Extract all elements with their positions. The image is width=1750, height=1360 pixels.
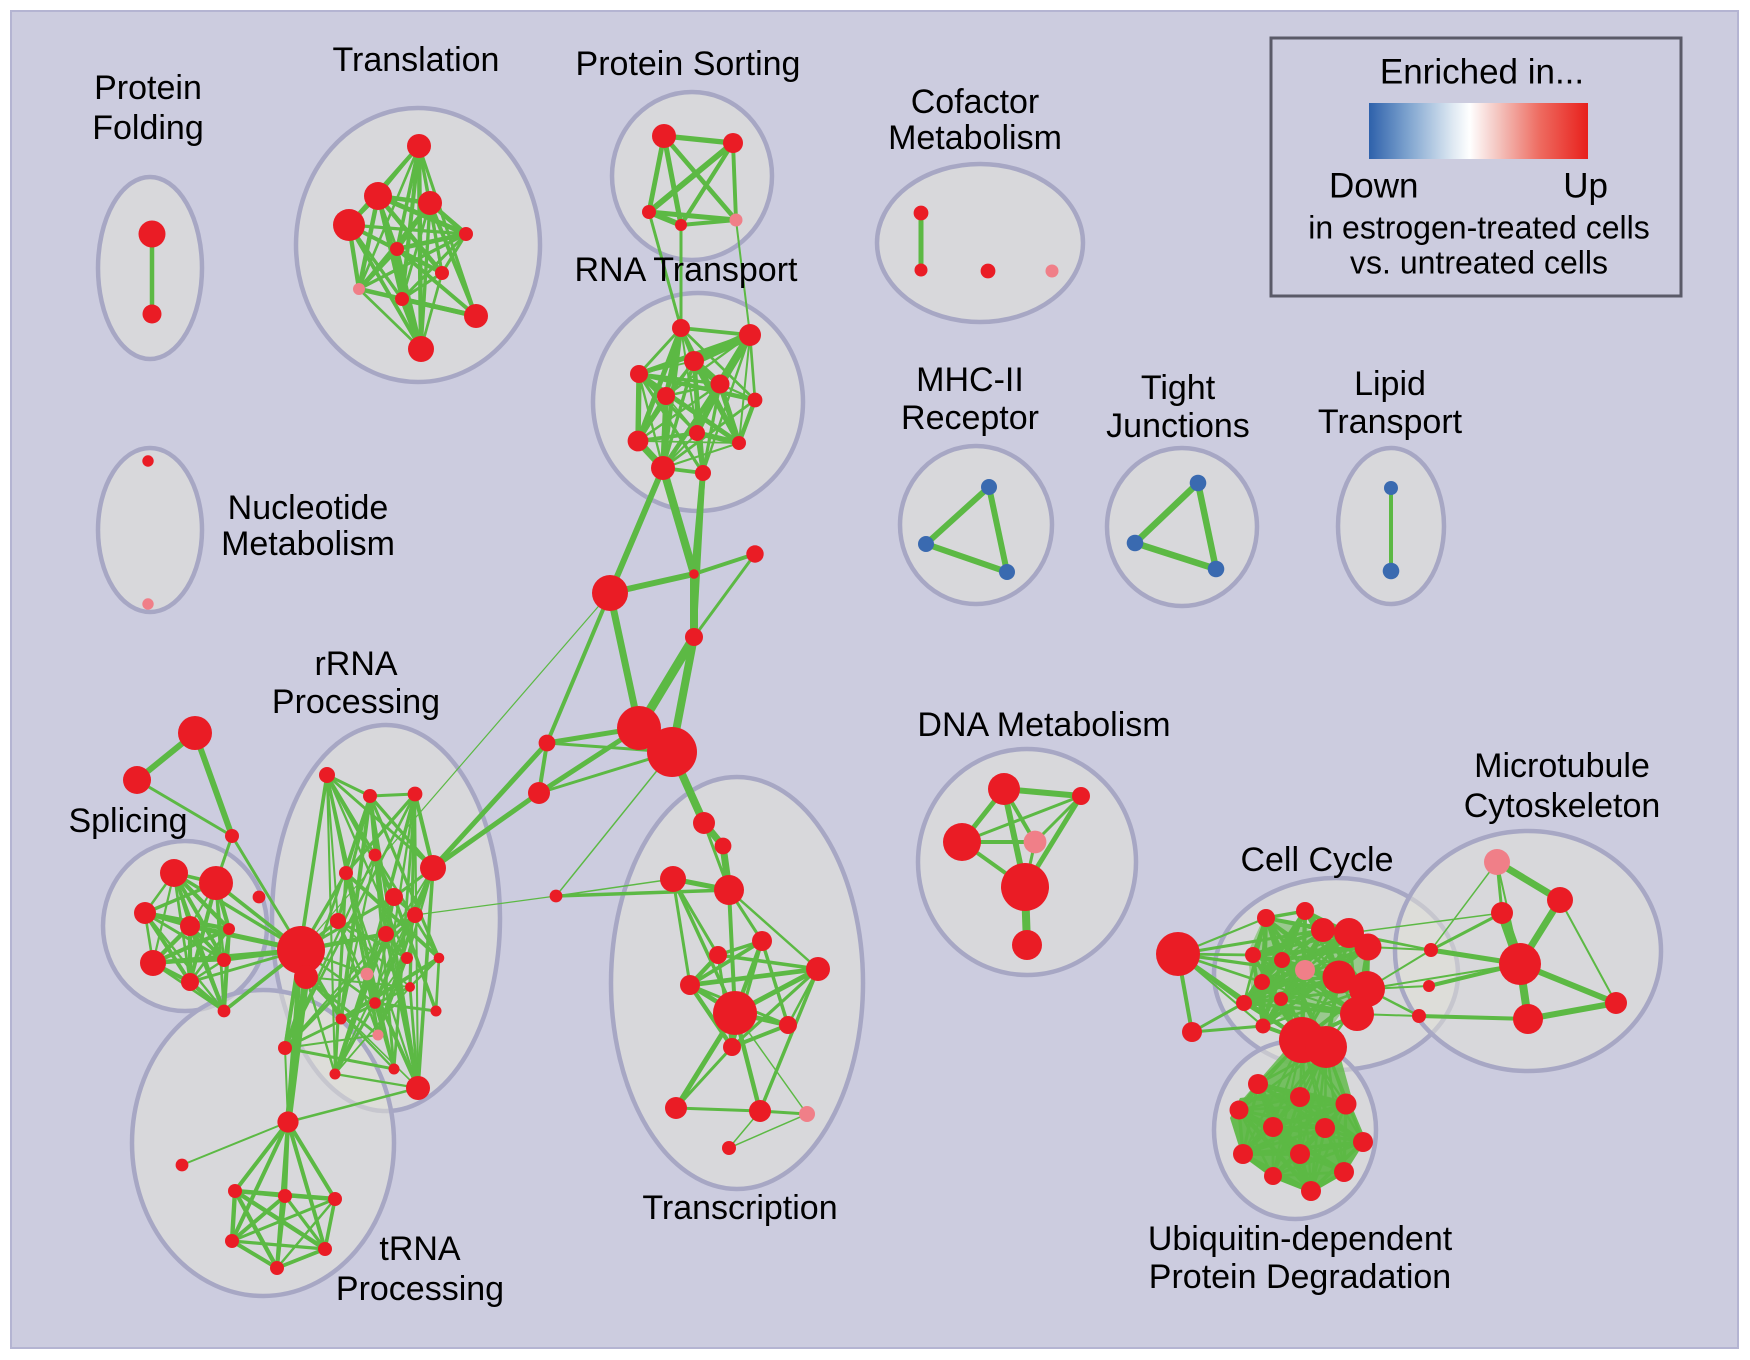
svg-text:Cell Cycle: Cell Cycle <box>1240 841 1393 879</box>
svg-text:rRNA: rRNA <box>314 645 397 683</box>
svg-text:vs. untreated cells: vs. untreated cells <box>1350 244 1608 280</box>
svg-text:Transcription: Transcription <box>642 1189 837 1227</box>
svg-text:DNA Metabolism: DNA Metabolism <box>917 706 1170 744</box>
svg-text:Microtubule: Microtubule <box>1474 747 1650 785</box>
svg-text:Up: Up <box>1563 166 1608 205</box>
svg-text:Folding: Folding <box>92 109 204 147</box>
svg-text:Metabolism: Metabolism <box>221 525 395 563</box>
svg-text:Metabolism: Metabolism <box>888 119 1062 157</box>
svg-text:MHC-II: MHC-II <box>916 361 1024 399</box>
svg-text:Translation: Translation <box>333 41 500 79</box>
svg-text:Junctions: Junctions <box>1106 407 1250 445</box>
svg-text:Transport: Transport <box>1318 403 1463 441</box>
svg-text:tRNA: tRNA <box>379 1230 461 1268</box>
svg-text:Cofactor: Cofactor <box>911 83 1040 121</box>
svg-text:Ubiquitin-dependent: Ubiquitin-dependent <box>1148 1220 1453 1258</box>
svg-text:Lipid: Lipid <box>1354 365 1426 403</box>
svg-text:Processing: Processing <box>272 683 440 721</box>
svg-text:Nucleotide: Nucleotide <box>228 489 389 527</box>
svg-text:in estrogen-treated cells: in estrogen-treated cells <box>1308 209 1650 245</box>
svg-text:Down: Down <box>1329 166 1418 205</box>
svg-text:Enriched in...: Enriched in... <box>1380 52 1584 91</box>
svg-text:Receptor: Receptor <box>901 399 1039 437</box>
svg-text:Protein Degradation: Protein Degradation <box>1149 1258 1451 1296</box>
svg-text:Tight: Tight <box>1141 369 1216 407</box>
svg-text:Cytoskeleton: Cytoskeleton <box>1464 787 1661 825</box>
svg-text:RNA Transport: RNA Transport <box>575 251 799 289</box>
svg-text:Protein Sorting: Protein Sorting <box>576 45 801 83</box>
svg-text:Processing: Processing <box>336 1270 504 1308</box>
svg-text:Splicing: Splicing <box>68 802 187 840</box>
svg-text:Protein: Protein <box>94 69 202 107</box>
